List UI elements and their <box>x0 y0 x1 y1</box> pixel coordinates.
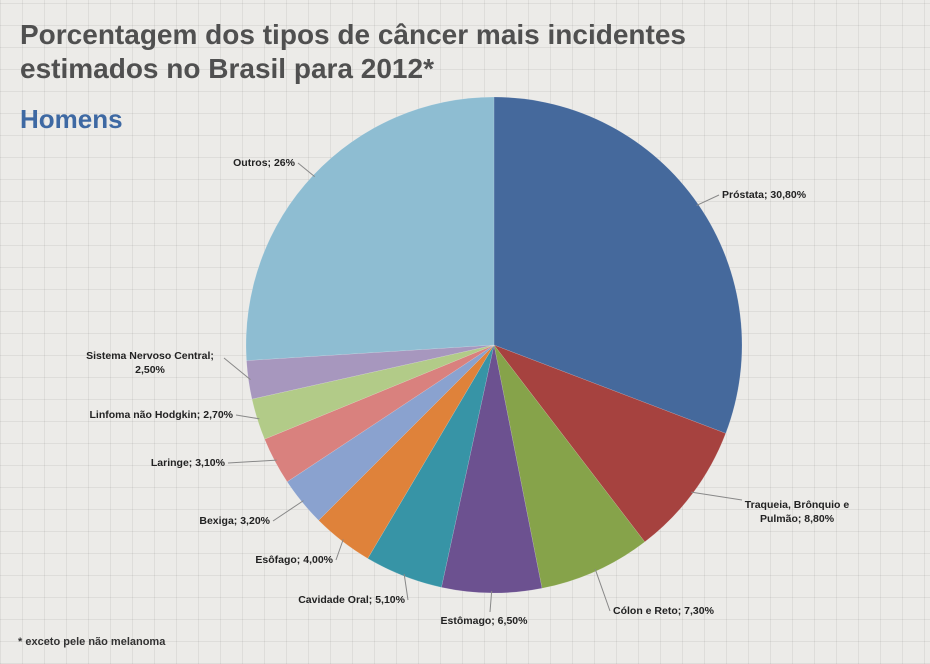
leader-line <box>696 194 720 206</box>
data-label: Laringe; 3,10% <box>151 457 226 469</box>
pie-slice <box>251 344 495 440</box>
leader-line <box>272 500 304 522</box>
chart-subtitle: Homens <box>20 104 123 134</box>
data-label: Linfoma não Hodgkin; 2,70% <box>89 409 233 421</box>
leader-line <box>223 357 251 381</box>
pie-slice <box>246 344 495 400</box>
leader-line <box>403 573 409 601</box>
footnote: * exceto pele não melanoma <box>18 636 166 648</box>
pie-slice <box>367 344 495 588</box>
leader-line <box>235 414 260 420</box>
leader-line <box>335 539 344 561</box>
pie-slice <box>493 344 727 543</box>
data-label: Traqueia, Brônquio e Pulmão; 8,80% <box>745 499 850 525</box>
leader-line <box>297 162 315 177</box>
pie-slice <box>264 344 495 483</box>
chart-title: Porcentagem dos tipos de câncer mais inc… <box>20 19 686 84</box>
pie-slice <box>245 96 495 361</box>
data-label: Sistema Nervoso Central; 2,50% <box>86 350 214 376</box>
leader-line <box>691 491 743 501</box>
data-label: Outros; 26% <box>233 157 296 169</box>
leader-line <box>489 590 493 613</box>
data-label: Cólon e Reto; 7,30% <box>613 605 715 617</box>
leader-line <box>594 569 611 612</box>
data-label: Esôfago; 4,00% <box>255 554 333 566</box>
data-label: Estômago; 6,50% <box>441 615 529 627</box>
data-label: Bexiga; 3,20% <box>199 515 270 527</box>
leader-line <box>227 459 277 464</box>
data-label: Cavidade Oral; 5,10% <box>298 594 405 606</box>
data-label: Próstata; 30,80% <box>722 189 807 201</box>
pie-slice <box>318 344 495 559</box>
